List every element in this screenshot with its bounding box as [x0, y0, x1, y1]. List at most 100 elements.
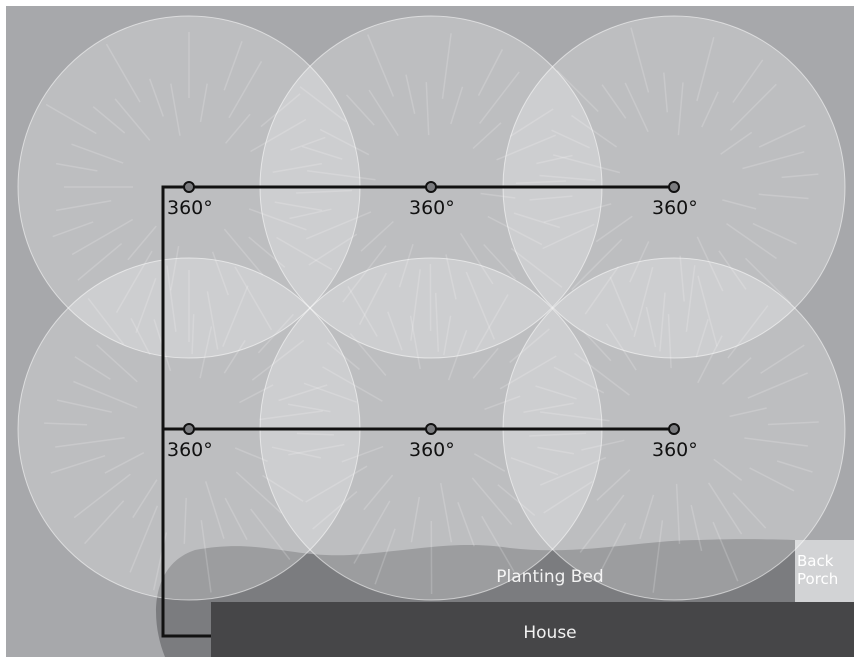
- spray-streak: [307, 170, 376, 181]
- planting-bed-label: Planting Bed: [496, 567, 603, 587]
- sprinkler-head-label: 360°: [167, 197, 213, 219]
- spray-streak: [496, 134, 556, 161]
- spray-streak: [439, 482, 453, 543]
- sprinkler-head: [425, 181, 437, 193]
- spray-streak: [299, 86, 347, 123]
- spray-streak: [697, 275, 718, 347]
- spray-streak: [744, 257, 792, 305]
- spray-streak: [474, 294, 509, 353]
- spray-streak: [729, 407, 767, 418]
- spray-streak: [696, 236, 724, 292]
- spray-streak: [367, 34, 395, 97]
- spray-streak: [465, 271, 495, 340]
- spray-streak: [105, 43, 141, 103]
- spray-streak: [132, 479, 158, 519]
- spray-streak: [55, 162, 98, 172]
- spray-streak: [474, 453, 506, 472]
- spray-streak: [135, 277, 157, 333]
- spray-streak: [633, 267, 654, 337]
- spray-streak: [77, 243, 123, 281]
- spray-streak: [114, 98, 151, 141]
- spray-streak: [477, 49, 504, 96]
- spray-streak: [130, 317, 151, 355]
- spray-streak: [663, 72, 669, 113]
- sprinkler-head-label: 360°: [652, 439, 698, 461]
- spray-streak: [274, 201, 323, 212]
- spray-streak: [721, 357, 752, 385]
- spray-streak: [487, 215, 543, 246]
- spray-streak: [581, 329, 612, 362]
- spray-streak: [290, 136, 326, 151]
- spray-streak: [758, 124, 806, 148]
- spray-streak: [581, 439, 625, 451]
- spray-streak: [73, 380, 138, 409]
- spray-streak: [747, 372, 808, 399]
- spray-streak: [409, 315, 421, 370]
- spray-streak: [760, 344, 805, 374]
- spray-streak: [287, 403, 331, 413]
- spray-streak: [781, 173, 819, 179]
- spray-streak: [303, 382, 357, 403]
- spray-streak: [288, 443, 345, 456]
- spray-streak: [509, 328, 550, 364]
- spray-streak: [44, 422, 88, 426]
- spray-streak: [104, 452, 145, 474]
- spray-streak: [224, 497, 248, 541]
- spray-streak: [272, 162, 323, 173]
- back-porch: [795, 540, 854, 602]
- spray-streak: [170, 83, 181, 136]
- spray-streak: [55, 436, 125, 448]
- spray-streak: [536, 154, 573, 165]
- spray-streak: [71, 143, 124, 164]
- spray-streak: [513, 212, 561, 229]
- spray-streak: [271, 446, 322, 459]
- spray-streak: [758, 193, 809, 200]
- spray-streak: [457, 501, 475, 547]
- sprinkler-head: [183, 423, 195, 435]
- spray-streak: [707, 482, 743, 535]
- spray-streak: [542, 223, 595, 250]
- sprinkler-head: [668, 181, 680, 193]
- spray-streak: [228, 61, 263, 119]
- spray-streak: [571, 114, 618, 148]
- spray-streak: [695, 318, 709, 358]
- spray-streak: [129, 505, 159, 573]
- spray-streak: [257, 313, 294, 354]
- spray-streak: [685, 265, 696, 332]
- spray-streak: [742, 151, 805, 170]
- back-porch-label-line2: Porch: [797, 570, 838, 588]
- spray-streak: [480, 192, 516, 199]
- sprinkler-head: [183, 181, 195, 193]
- spray-streak: [712, 521, 739, 582]
- spray-streak: [652, 520, 664, 593]
- spray-streak: [471, 477, 513, 525]
- spray-streak: [752, 222, 797, 245]
- spray-streak: [459, 232, 494, 285]
- spray-streak: [200, 520, 212, 593]
- spray-streak: [166, 265, 177, 332]
- spray-streak: [497, 484, 536, 516]
- spray-streak: [481, 515, 515, 572]
- spray-streak: [222, 285, 249, 347]
- spray-streak: [341, 445, 384, 463]
- spray-streak: [326, 342, 360, 371]
- spray-streak: [510, 247, 563, 288]
- supply-pipe: [161, 185, 674, 638]
- spray-streak: [529, 195, 573, 201]
- spray-streak: [360, 220, 394, 252]
- spray-streak: [259, 410, 323, 421]
- spray-streak: [579, 494, 625, 553]
- spray-streak: [358, 272, 387, 325]
- spray-streak: [199, 83, 208, 123]
- spray-streak: [387, 311, 403, 351]
- spray-streak: [679, 255, 685, 302]
- spray-streak: [645, 306, 657, 348]
- spray-streak: [443, 315, 452, 356]
- spray-streak: [529, 432, 587, 437]
- spray-streak: [262, 474, 304, 502]
- spray-streak: [574, 352, 630, 396]
- spray-streak: [434, 292, 440, 352]
- spray-streak: [305, 465, 368, 503]
- spray-streak: [484, 395, 521, 411]
- spray-streak: [319, 128, 370, 156]
